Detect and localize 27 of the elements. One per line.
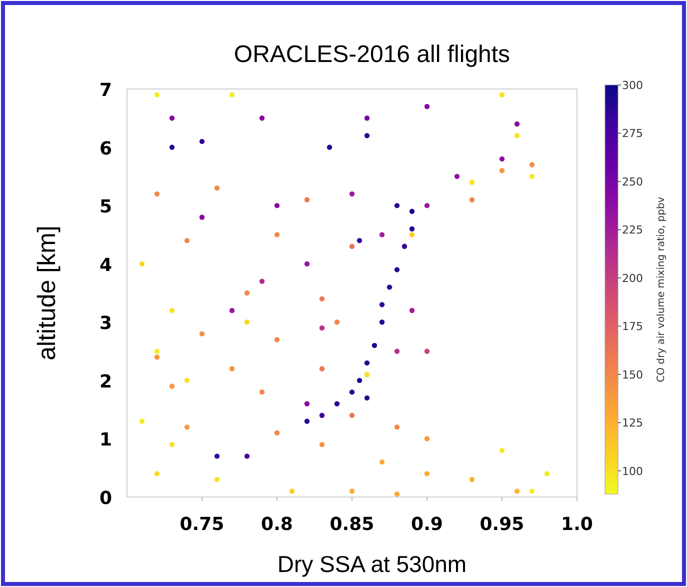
y-tick-label: 1 xyxy=(99,430,112,451)
x-axis-title: Dry SSA at 530nm xyxy=(277,551,467,577)
y-tick-label: 3 xyxy=(99,313,112,334)
x-tick-label: 0.95 xyxy=(480,514,524,535)
y-tick-label: 0 xyxy=(99,488,112,509)
y-axis-title: altitude [km] xyxy=(33,226,61,360)
x-tick-label: 0.9 xyxy=(411,514,443,535)
x-tick-label: 0.8 xyxy=(261,514,293,535)
color-bar-label: 250 xyxy=(622,175,643,188)
y-tick-label: 2 xyxy=(99,371,112,392)
x-tick-label: 1.0 xyxy=(561,514,593,535)
color-bar-label: 175 xyxy=(622,320,643,334)
color-bar-label: 225 xyxy=(622,224,643,237)
color-bar-label: 125 xyxy=(622,416,643,430)
y-tick-label: 5 xyxy=(99,196,112,218)
x-tick-label: 0.85 xyxy=(330,514,374,535)
x-tick-label: 0.75 xyxy=(180,514,224,535)
color-bar-title: CO dry air volume mixing ratio, ppbv xyxy=(656,196,667,382)
y-tick-label: 6 xyxy=(99,138,112,160)
chart-title: ORACLES-2016 all flights xyxy=(234,41,510,68)
color-bar-label: 100 xyxy=(622,464,643,478)
color-bar-label: 300 xyxy=(622,79,643,92)
color-bar-label: 150 xyxy=(622,368,643,382)
y-tick-label: 4 xyxy=(99,254,112,276)
color-bar-label: 275 xyxy=(622,127,643,140)
color-bar-label: 200 xyxy=(622,272,643,285)
y-tick-label: 7 xyxy=(99,80,112,101)
